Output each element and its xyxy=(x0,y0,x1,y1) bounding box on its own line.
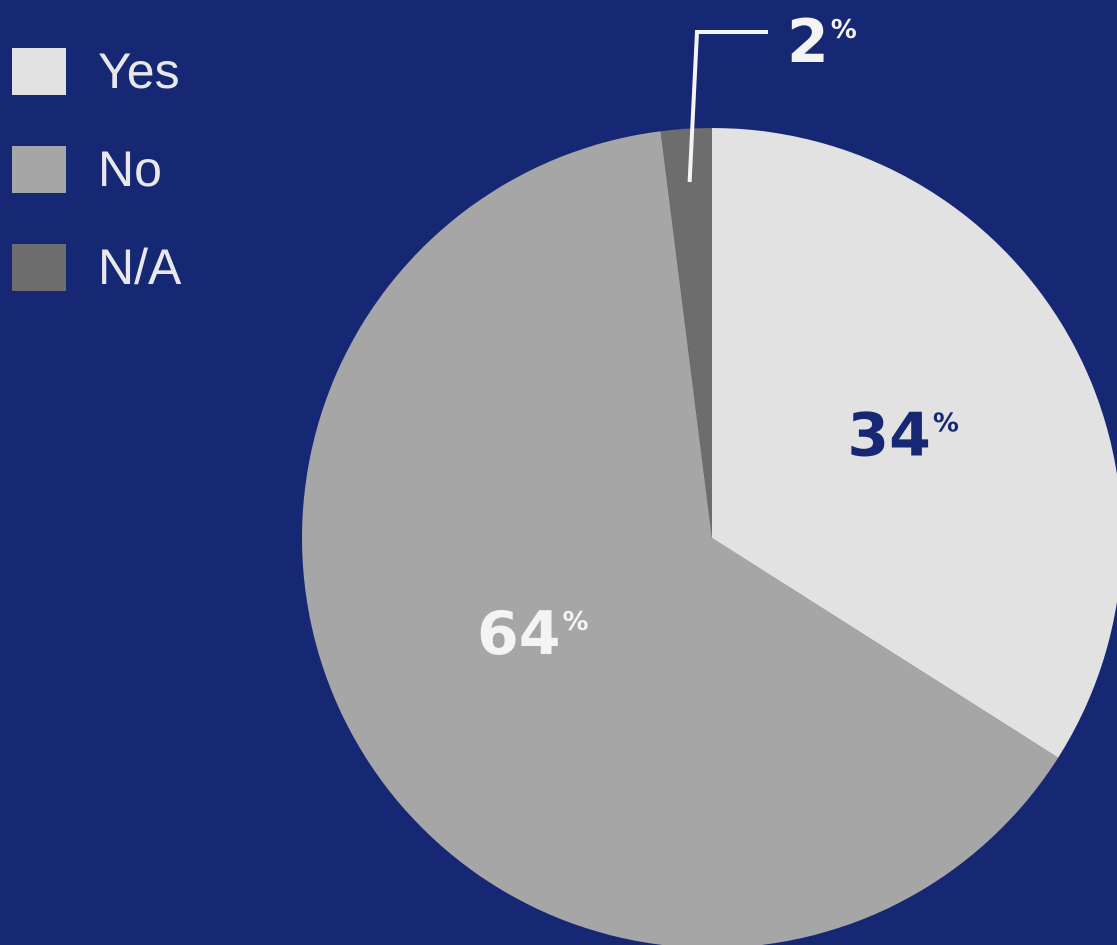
legend-label-no: No xyxy=(98,141,162,197)
pie-slice-na xyxy=(660,128,712,538)
data-label-na: 2% xyxy=(787,7,857,77)
callout-group xyxy=(687,30,768,183)
legend: Yes No N/A xyxy=(12,22,181,316)
pie-slices xyxy=(302,128,1117,945)
data-label-no: 64% xyxy=(477,599,589,669)
pie-slice-yes xyxy=(712,128,1117,758)
pie-slice-no xyxy=(302,131,1059,945)
legend-swatch-no xyxy=(12,145,66,193)
legend-label-yes: Yes xyxy=(98,43,180,99)
legend-item-yes: Yes xyxy=(12,22,181,120)
legend-swatch-yes xyxy=(12,47,66,95)
legend-item-no: No xyxy=(12,120,181,218)
legend-item-na: N/A xyxy=(12,218,181,316)
legend-swatch-na xyxy=(12,243,66,291)
callout-line-na xyxy=(687,30,768,183)
data-label-yes: 34% xyxy=(847,400,959,470)
legend-label-na: N/A xyxy=(98,239,182,295)
pie-labels: 34% 64% 2% xyxy=(477,7,959,669)
